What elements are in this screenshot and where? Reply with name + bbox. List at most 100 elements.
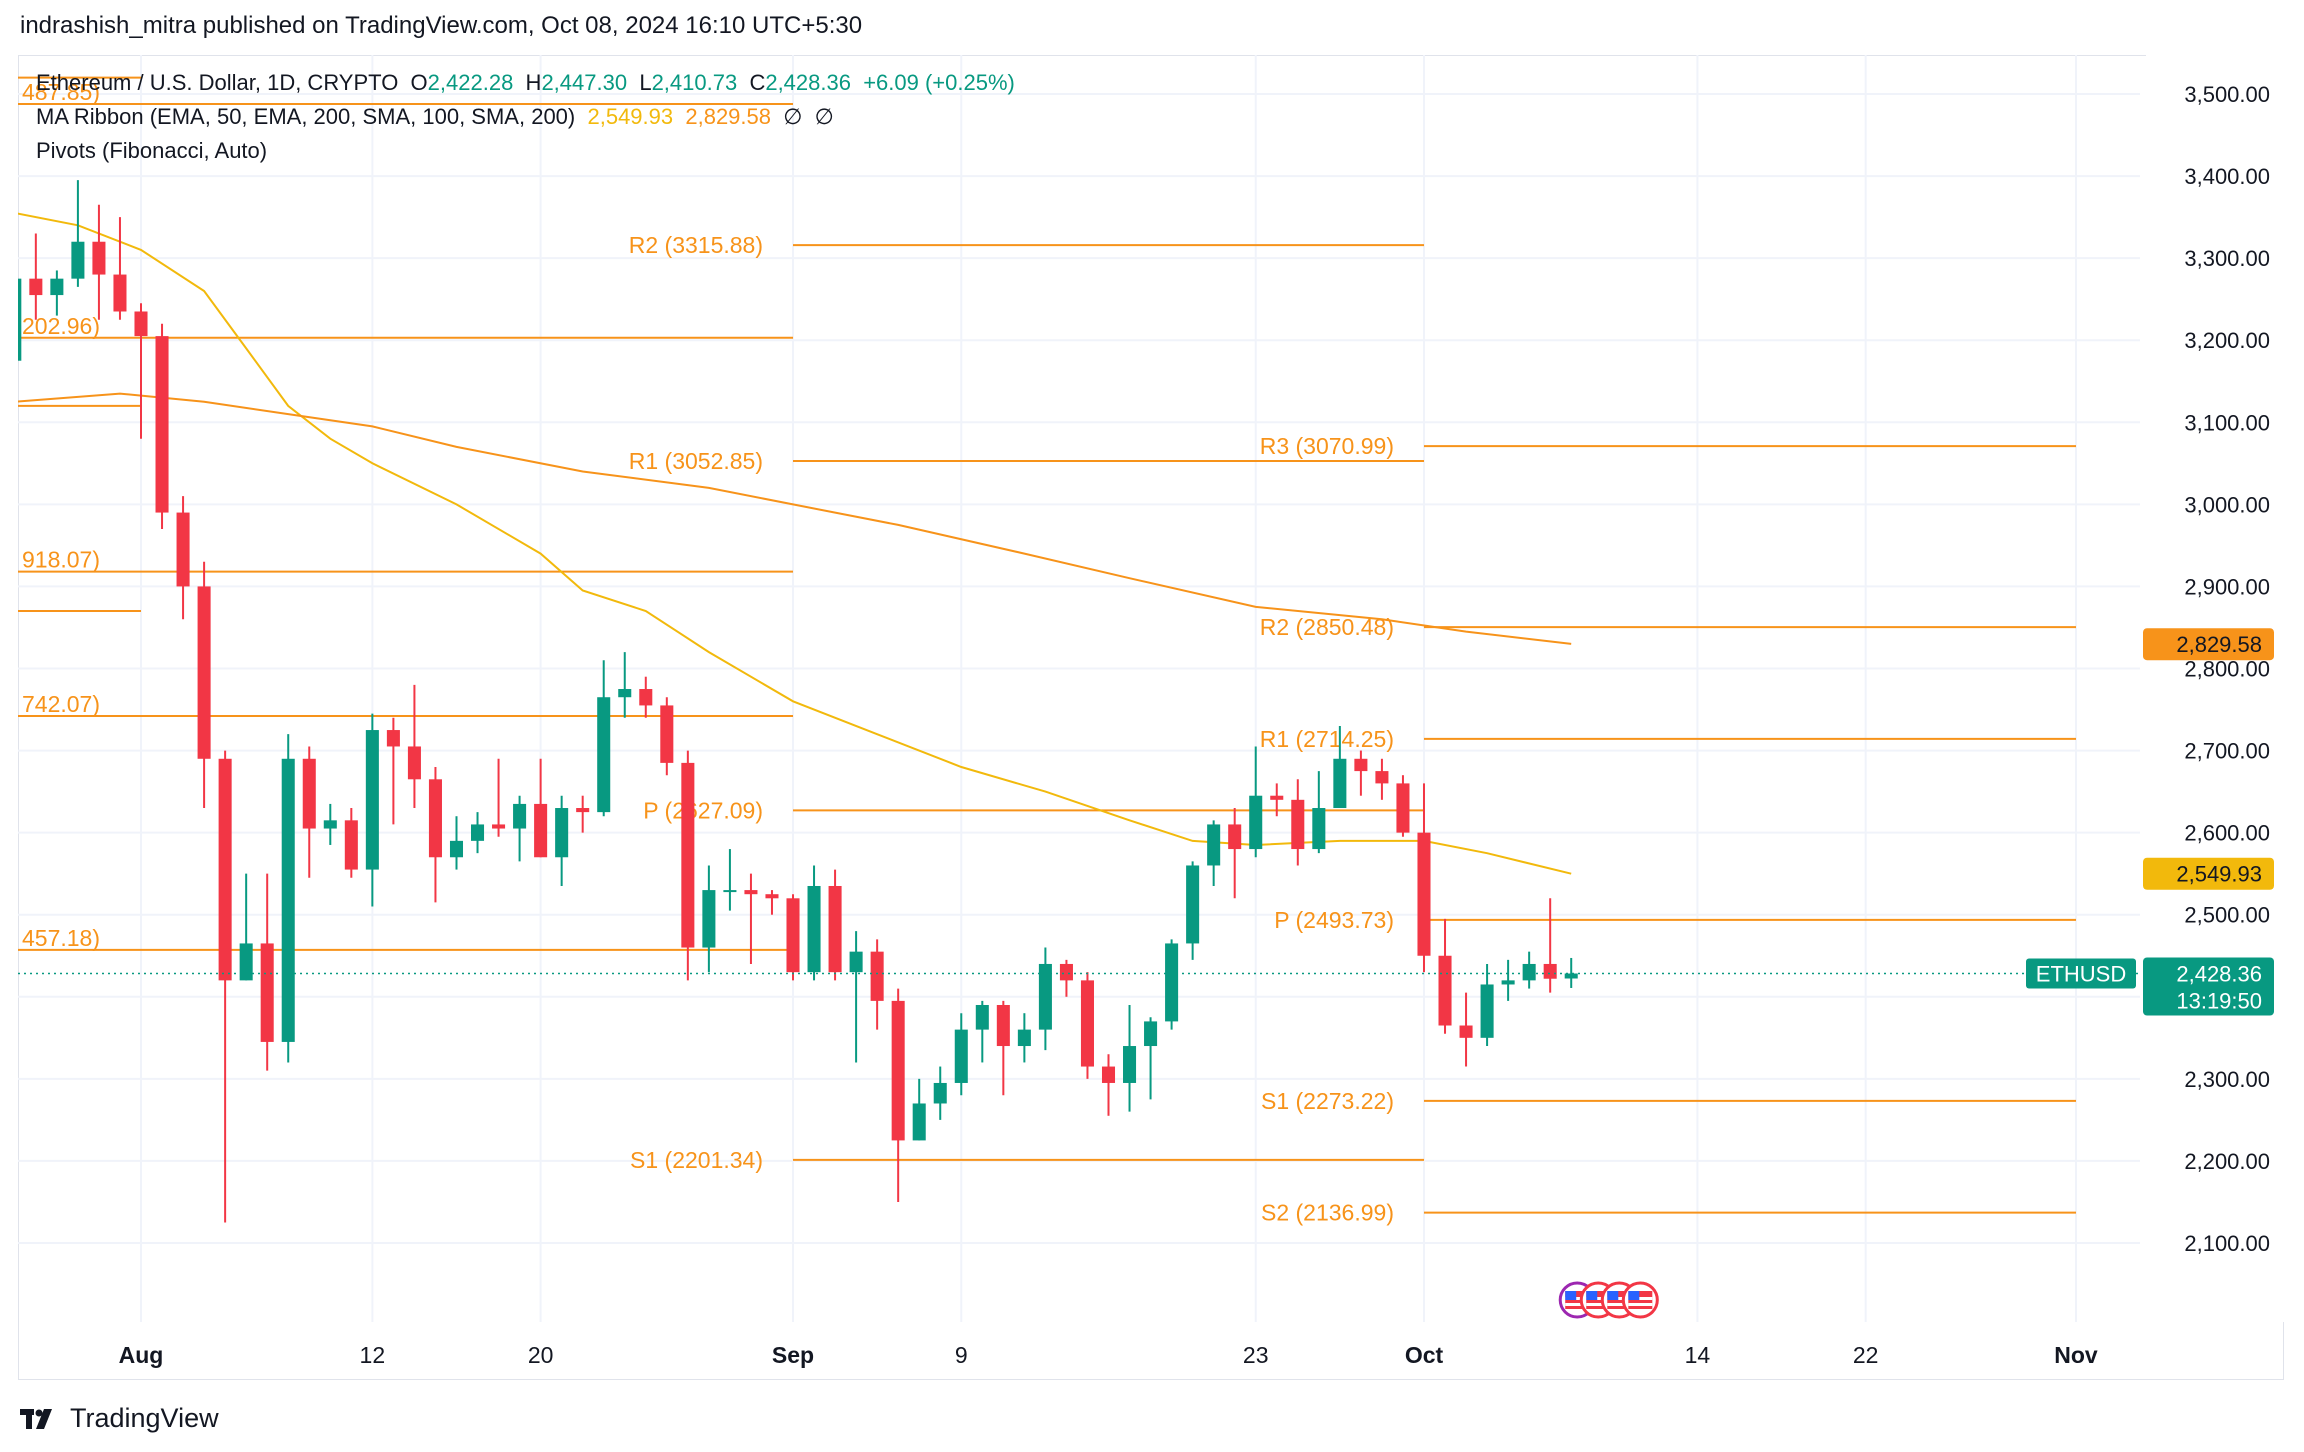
candle-body: [492, 824, 506, 829]
time-axis-tick-label: 9: [955, 1342, 968, 1368]
flag-stripe-white: [1565, 1303, 1590, 1306]
price-axis-tick-label: 3,300.00: [2184, 246, 2270, 271]
candle-body: [849, 951, 863, 973]
legend-open-value: 2,422.28: [427, 70, 514, 95]
candle-body: [1522, 963, 1536, 981]
legend-symbol[interactable]: Ethereum / U.S. Dollar, 1D, CRYPTO: [36, 70, 399, 95]
candle-body: [975, 1004, 989, 1030]
candle-body: [891, 1000, 905, 1141]
candle-body: [786, 898, 800, 973]
candle-body: [29, 278, 43, 296]
candle-body: [870, 951, 884, 1001]
candle-body: [260, 943, 274, 1042]
footer-branding: TradingView: [20, 1403, 219, 1434]
price-badge-bg: [2143, 857, 2274, 890]
candle-down: [534, 758, 548, 858]
candle-down: [1228, 808, 1242, 899]
pivot-levels: 487.85) 202.96) 918.07) 742.07) 457.18) R2 (3…: [18, 76, 2076, 1226]
candle-body: [386, 730, 400, 747]
candle-down: [1059, 959, 1073, 997]
symbol-badge-label: ETHUSD: [2036, 962, 2126, 987]
legend-pivots[interactable]: Pivots (Fibonacci, Auto): [36, 138, 268, 163]
candle-body: [239, 943, 253, 981]
candle-down: [1417, 783, 1431, 973]
bar-countdown-label: 13:19:50: [2176, 989, 2262, 1014]
candle-body: [155, 336, 169, 513]
flag-stripe-white: [1565, 1297, 1590, 1300]
last-price-label: 2,428.36: [2176, 962, 2262, 987]
pivot-label: R3 (3070.99): [1260, 433, 1394, 459]
price-axis-tick-label: 3,400.00: [2184, 164, 2270, 189]
candle-body: [50, 278, 64, 296]
tradingview-logo-icon: [20, 1408, 52, 1429]
time-axis: Aug 12 20 Sep 9 23 Oct 14 22 Nov: [119, 1342, 2098, 1368]
candle-up: [597, 660, 611, 817]
grid-lines: [18, 55, 2140, 1322]
candle-body: [639, 689, 653, 706]
candle-up: [1017, 1013, 1031, 1063]
candle-body: [176, 512, 190, 587]
candle-body: [302, 758, 316, 829]
price-axis-tick-label: 3,500.00: [2184, 82, 2270, 107]
legend-close-label: C: [749, 70, 766, 95]
legend-pivots-row[interactable]: Pivots (Fibonacci, Auto): [36, 138, 267, 164]
price-axis-tick-label: 2,800.00: [2184, 657, 2270, 682]
time-axis-tick-label: Aug: [119, 1342, 164, 1368]
pivot-label: R2 (3315.88): [629, 232, 763, 258]
time-axis-tick-label: Oct: [1405, 1342, 1444, 1368]
candle-down: [1291, 779, 1305, 866]
candle-up: [807, 865, 821, 981]
plot-area: 487.85) 202.96) 918.07) 742.07) 457.18) R2 (3…: [18, 76, 2076, 1226]
candle-body: [1270, 795, 1284, 800]
price-badge-label: 2,549.93: [2176, 862, 2262, 887]
flag-canton: [1628, 1291, 1640, 1300]
candle-body: [18, 278, 22, 361]
candle-body: [1417, 832, 1431, 956]
candle-body: [702, 890, 716, 948]
candle-body: [1207, 824, 1221, 866]
candle-body: [744, 890, 758, 895]
flag-stripe-white: [1628, 1303, 1653, 1306]
candle-down: [1459, 992, 1473, 1067]
candle-body: [1375, 771, 1389, 784]
candle-up: [849, 931, 863, 1063]
candle-body: [197, 586, 211, 759]
candle-body: [1017, 1029, 1031, 1047]
pivot-label: R1 (3052.85): [629, 448, 763, 474]
pivot-label: S2 (2136.99): [1261, 1200, 1394, 1226]
candle-up: [912, 1078, 926, 1141]
candle-body: [1333, 758, 1347, 809]
candle-body: [344, 820, 358, 870]
candle-down: [1101, 1054, 1116, 1116]
legend-ma-ribbon[interactable]: MA Ribbon (EMA, 50, EMA, 200, SMA, 100, …: [36, 104, 576, 129]
candle-body: [1059, 963, 1073, 981]
legend-ohlc-row[interactable]: Ethereum / U.S. Dollar, 1D, CRYPTO O2,42…: [36, 70, 1015, 96]
candle-down: [492, 758, 506, 837]
candle-up: [1522, 951, 1536, 989]
candle-up: [1564, 957, 1578, 988]
pivot-label-prev: 202.96): [22, 313, 100, 339]
legend-change: +6.09 (+0.25%): [863, 70, 1015, 95]
candle-up: [1480, 963, 1494, 1047]
candle-up: [702, 865, 716, 973]
flag-stripe-white: [1607, 1303, 1632, 1306]
candle-up: [975, 1000, 989, 1063]
pivot-label-prev: 918.07): [22, 547, 100, 573]
candle-up: [239, 873, 253, 981]
candle-body: [449, 840, 464, 858]
price-axis-tick-label: 2,200.00: [2184, 1149, 2270, 1174]
candle-body: [1501, 980, 1515, 985]
legend-ma-ribbon-row[interactable]: MA Ribbon (EMA, 50, EMA, 200, SMA, 100, …: [36, 104, 834, 130]
candle-body: [597, 697, 611, 813]
candle-up: [1333, 725, 1347, 809]
candle-up: [1501, 959, 1515, 1001]
candle-body: [996, 1004, 1010, 1047]
candle-body: [1543, 963, 1557, 979]
candle-up: [933, 1066, 947, 1120]
candle-body: [1249, 795, 1263, 850]
candle-down: [134, 303, 148, 439]
candle-body: [513, 803, 527, 829]
candle-down: [765, 890, 779, 915]
pivot-label: P (2493.73): [1274, 907, 1394, 933]
